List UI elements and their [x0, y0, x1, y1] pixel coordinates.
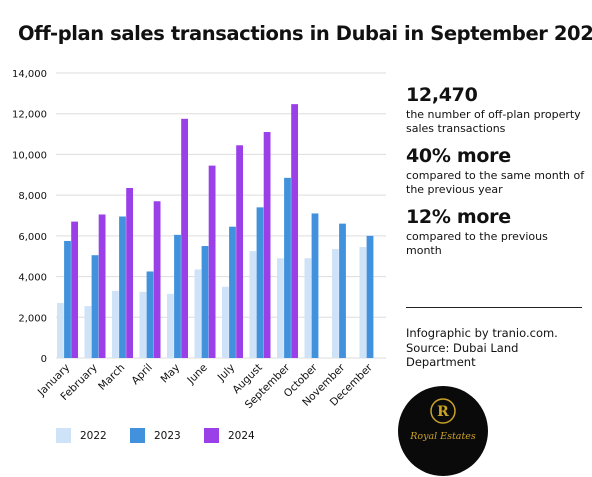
stat-description: compared to the same month of the previo… — [406, 169, 585, 196]
x-tick-label: April — [129, 362, 154, 387]
stat-value: 12,470 — [406, 84, 478, 106]
royal-estates-logo: R Royal Estates — [398, 386, 488, 476]
svg-text:R: R — [437, 404, 449, 420]
bar-2022-june — [194, 269, 202, 358]
legend-item-2024: 2024 — [204, 428, 278, 443]
y-tick-label: 6,000 — [18, 232, 47, 243]
bar-2024-january — [71, 221, 78, 358]
bar-2024-july — [236, 145, 243, 358]
bar-2023-october — [311, 213, 319, 358]
bar-2023-november — [339, 223, 346, 358]
legend: 2022 2023 2024 — [56, 428, 278, 443]
x-tick-label: March — [96, 362, 127, 393]
bar-chart: 02,0004,0006,0008,00010,00012,00014,000 … — [12, 69, 386, 411]
y-tick-label: 8,000 — [18, 191, 47, 202]
stats-panel: 12,470 the number of off-plan property s… — [406, 84, 586, 267]
bar-2022-february — [84, 306, 92, 358]
bar-2023-july — [229, 226, 236, 358]
legend-label: 2024 — [228, 429, 255, 442]
bar-2023-march — [119, 216, 126, 358]
bar-2022-december — [359, 247, 367, 358]
bar-2022-march — [112, 290, 119, 358]
y-tick-label: 0 — [41, 354, 47, 365]
legend-swatch — [56, 428, 71, 443]
credit-text: Infographic by tranio.com. — [406, 326, 558, 340]
bar-2023-august — [256, 207, 264, 358]
bar-2022-august — [249, 251, 257, 358]
y-tick-label: 10,000 — [12, 150, 47, 161]
bar-2022-may — [167, 293, 174, 358]
y-tick-label: 14,000 — [12, 69, 47, 80]
bar-2023-april — [146, 271, 154, 358]
bar-2023-february — [91, 255, 99, 358]
bar-2023-may — [174, 234, 181, 358]
x-tick-label: May — [158, 362, 182, 386]
bar-2023-december — [366, 235, 374, 358]
legend-label: 2023 — [154, 429, 181, 442]
bar-2024-august — [263, 132, 271, 358]
bar-2024-april — [153, 201, 161, 358]
bar-2024-september — [291, 104, 298, 359]
y-tick-label: 2,000 — [18, 313, 47, 324]
bar-2022-july — [222, 286, 229, 358]
bar-2024-may — [181, 118, 188, 358]
bar-2023-june — [201, 246, 209, 358]
stat-transactions: 12,470 the number of off-plan property s… — [406, 84, 586, 135]
legend-item-2022: 2022 — [56, 428, 130, 443]
footer: Infographic by tranio.com. Source: Dubai… — [406, 326, 586, 370]
bar-2024-june — [208, 165, 216, 358]
y-tick-label: 12,000 — [12, 110, 47, 121]
stat-value: 40% more — [406, 145, 511, 167]
bar-2022-november — [332, 249, 339, 358]
stat-yoy: 40% more compared to the same month of t… — [406, 145, 586, 196]
stat-description: compared to the previous month — [406, 230, 548, 257]
legend-label: 2022 — [80, 429, 107, 442]
legend-swatch — [204, 428, 219, 443]
bar-2022-october — [304, 258, 312, 358]
bar-2022-april — [139, 291, 147, 358]
legend-swatch — [130, 428, 145, 443]
x-tick-label: June — [184, 362, 209, 387]
stat-mom: 12% more compared to the previous month — [406, 206, 586, 257]
legend-item-2023: 2023 — [130, 428, 204, 443]
stat-description: the number of off-plan property sales tr… — [406, 108, 581, 135]
x-tick-label: July — [215, 362, 238, 385]
bar-2022-september — [277, 258, 284, 358]
divider — [406, 307, 582, 308]
bar-2022-january — [57, 303, 64, 358]
bar-2024-february — [98, 214, 106, 358]
bar-2023-september — [284, 177, 291, 358]
bar-2024-march — [126, 188, 133, 358]
stat-value: 12% more — [406, 206, 511, 228]
chart-title: Off-plan sales transactions in Dubai in … — [18, 22, 592, 45]
y-tick-label: 4,000 — [18, 273, 47, 284]
source-text: Source: Dubai Land Department — [406, 340, 519, 370]
svg-text:Royal Estates: Royal Estates — [409, 431, 476, 442]
bar-2023-january — [64, 240, 71, 358]
